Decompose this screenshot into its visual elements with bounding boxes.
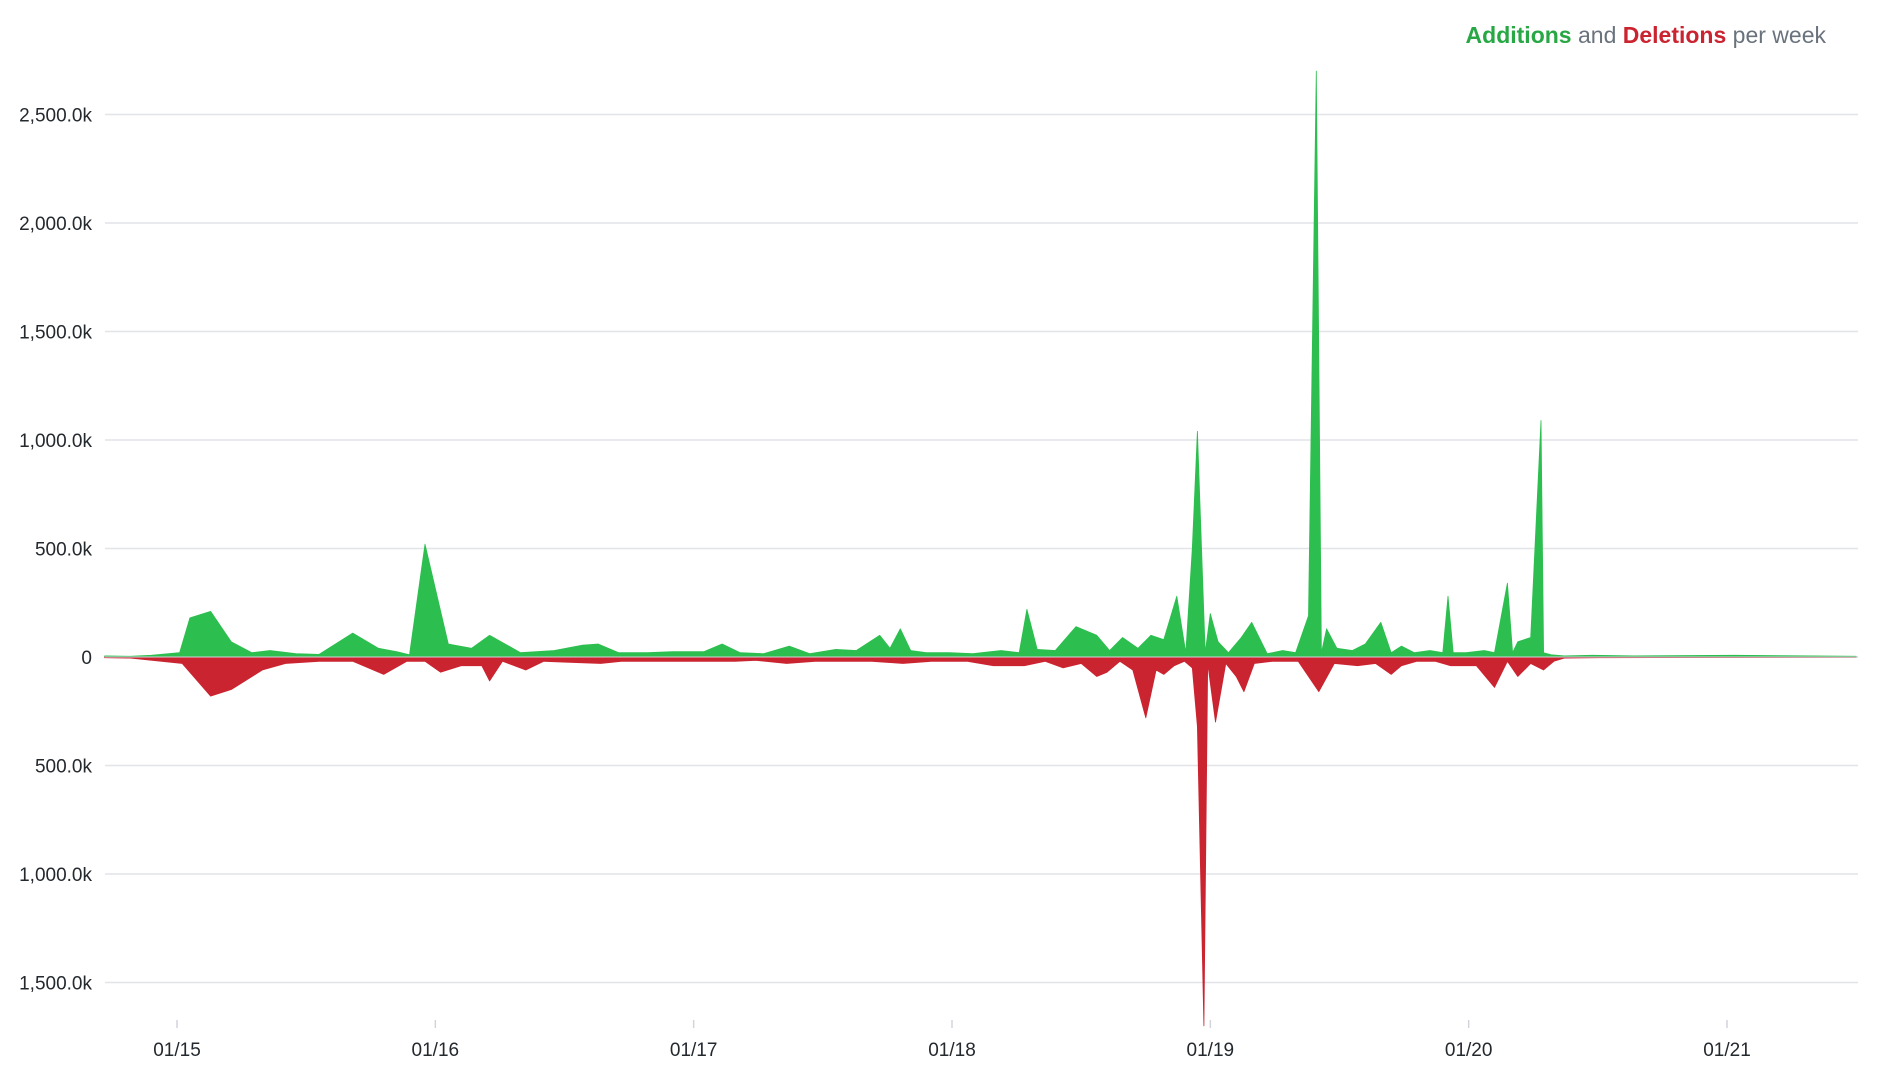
legend-and: and — [1577, 22, 1617, 48]
deletions-area — [104, 656, 1857, 1027]
y-tick-label: 2,000.0k — [19, 214, 92, 235]
y-tick-label: 500.0k — [35, 757, 93, 778]
legend-deletions: Deletions — [1622, 22, 1727, 48]
y-tick-label: 0 — [81, 648, 92, 669]
y-tick-label: 1,000.0k — [19, 431, 92, 452]
x-tick-label: 01/17 — [670, 1040, 718, 1061]
x-tick-label: 01/21 — [1703, 1040, 1751, 1061]
y-tick-label: 500.0k — [35, 540, 93, 561]
x-tick-label: 01/18 — [928, 1040, 976, 1061]
y-tick-label: 1,000.0k — [19, 865, 92, 886]
x-tick-label: 01/19 — [1187, 1040, 1235, 1061]
x-tick-label: 01/15 — [153, 1040, 201, 1061]
y-tick-label: 1,500.0k — [19, 974, 92, 995]
x-tick-label: 01/16 — [412, 1040, 460, 1061]
legend-additions: Additions — [1465, 22, 1572, 48]
additions-area — [104, 70, 1857, 658]
chart-legend: Additions and Deletions per week — [1466, 22, 1826, 49]
y-tick-label: 2,500.0k — [19, 106, 92, 127]
legend-suffix: per week — [1732, 22, 1826, 48]
x-tick-label: 01/20 — [1445, 1040, 1493, 1061]
y-tick-label: 1,500.0k — [19, 323, 92, 344]
